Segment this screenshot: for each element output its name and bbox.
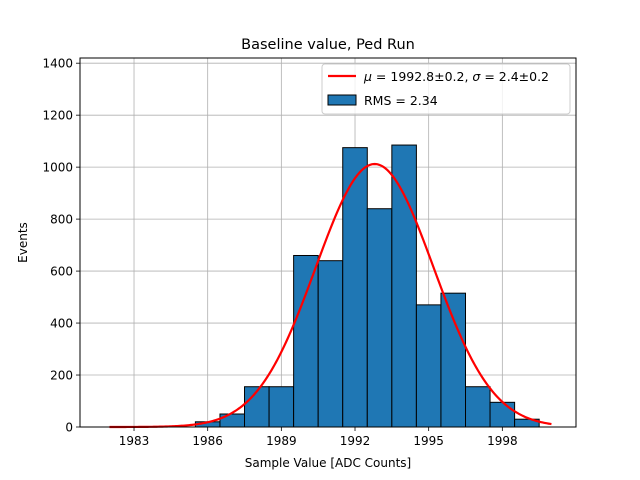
histogram-bar	[489, 401, 516, 428]
y-axis-label: Events	[16, 222, 30, 263]
y-tick-label: 200	[50, 369, 73, 383]
x-tick-label: 1986	[192, 434, 223, 448]
x-tick-label: 1992	[340, 434, 371, 448]
y-tick-label: 600	[50, 265, 73, 279]
legend-mu-symbol: μ	[363, 69, 372, 84]
x-axis-ticks: 1983 1986 1989 1992 1995 1998	[119, 427, 518, 448]
histogram-bar	[415, 304, 442, 428]
y-tick-label: 1000	[42, 161, 73, 175]
histogram-bar	[268, 386, 295, 428]
plot-frame	[79, 57, 577, 428]
chart-title: Baseline value, Ped Run	[241, 37, 415, 53]
y-tick-label: 1400	[42, 57, 73, 71]
histogram-bar	[465, 386, 491, 428]
legend-box	[321, 63, 571, 115]
legend-fit-label: μ = 1992.8±0.2, σ = 2.4±0.2	[363, 69, 549, 84]
histogram-bar	[366, 208, 393, 428]
x-tick-label: 1983	[119, 434, 150, 448]
gaussian-fit-curve	[109, 162, 552, 429]
y-tick-label: 0	[65, 421, 73, 435]
x-tick-label: 1995	[413, 434, 444, 448]
legend-mu-value: = 1992.8±0.2,	[372, 69, 472, 84]
histogram-bar	[317, 260, 344, 428]
histogram-bar	[342, 147, 368, 428]
legend-rms-label: RMS = 2.34	[364, 93, 438, 108]
y-tick-label: 400	[50, 317, 73, 331]
histogram-bar	[293, 254, 319, 428]
legend: μ = 1992.8±0.2, σ = 2.4±0.2 RMS = 2.34	[321, 63, 571, 115]
x-tick-label: 1998	[487, 434, 518, 448]
legend-rms-patch-swatch	[327, 94, 357, 106]
histogram-bar	[440, 292, 467, 428]
y-tick-label: 800	[50, 213, 73, 227]
y-tick-label: 1200	[42, 109, 73, 123]
x-tick-label: 1989	[266, 434, 297, 448]
y-axis-ticks: 0 200 400 600 800 1000 1200 1400	[42, 57, 80, 435]
legend-sigma-value: = 2.4±0.2	[480, 69, 549, 84]
x-axis-label: Sample Value [ADC Counts]	[245, 456, 411, 470]
legend-sigma-symbol: σ	[472, 69, 481, 84]
grid	[80, 58, 576, 428]
histogram-bar	[391, 144, 417, 428]
